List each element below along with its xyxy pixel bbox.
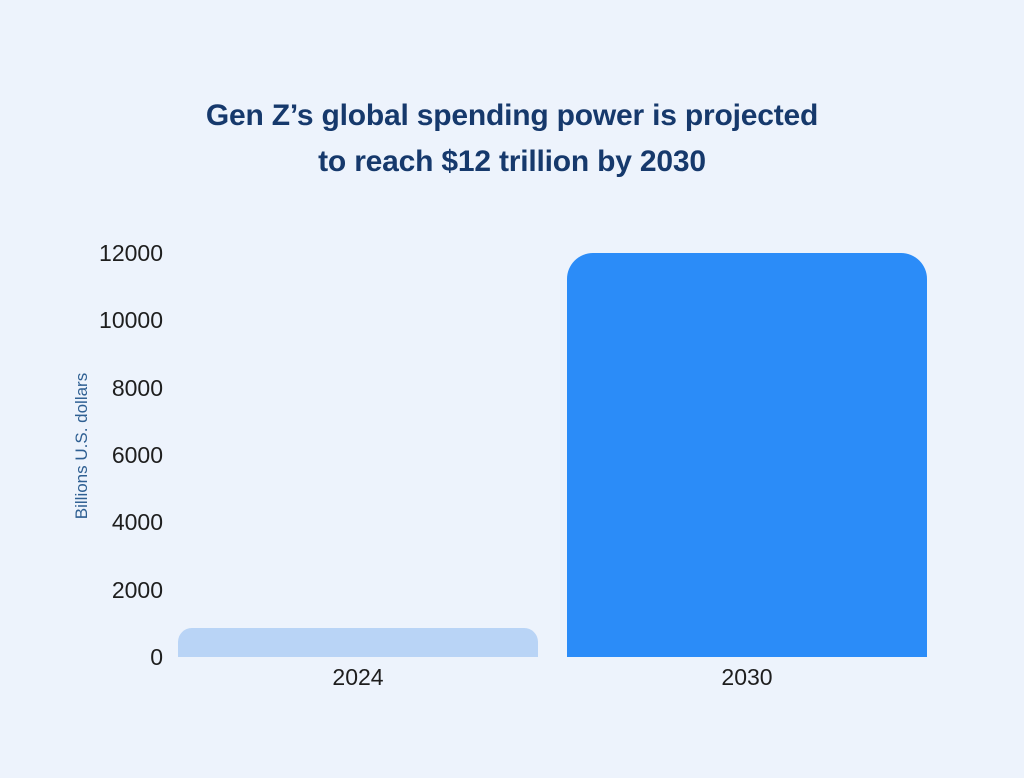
y-axis-tick-label: 10000 <box>99 307 163 334</box>
chart-title-line-1: Gen Z’s global spending power is project… <box>205 99 819 132</box>
chart-title-line-2: to reach $12 trillion by 2030 <box>318 145 706 178</box>
y-axis-tick-label: 8000 <box>111 374 163 401</box>
y-axis-tick-label: 0 <box>150 644 163 670</box>
chart-title: Gen Z’s global spending power is project… <box>0 93 1024 185</box>
y-axis-tick-label: 12000 <box>99 240 163 266</box>
y-axis-tick-label: 6000 <box>111 442 163 468</box>
y-axis-tick-label: 2000 <box>111 576 163 603</box>
bar-2024 <box>178 628 538 657</box>
x-axis-label-2030: 2030 <box>721 664 773 690</box>
bar-2030 <box>567 253 927 657</box>
x-axis-label-2024: 2024 <box>332 664 384 690</box>
y-axis-tick-label: 4000 <box>111 509 163 536</box>
